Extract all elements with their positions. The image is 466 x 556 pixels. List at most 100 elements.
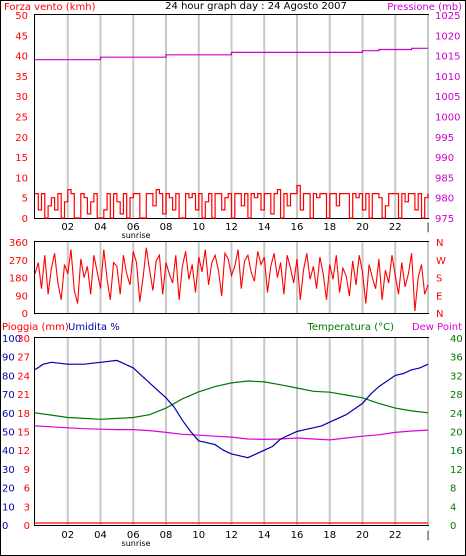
x-tick-label: 04: [94, 222, 107, 233]
x-tick-label: 16: [291, 222, 304, 233]
rain-y-tick: 15: [17, 428, 30, 439]
graph-title: 24 hour graph day : 24 Agosto 2007: [165, 1, 347, 12]
temperature-line: [34, 380, 429, 420]
humidity-y-tick: 100: [2, 334, 21, 345]
pressure-y-tick: 1000: [435, 113, 460, 124]
x-tick-label: |: [426, 530, 429, 541]
direction-y-tick: 0: [22, 309, 28, 320]
pressure-y-tick: 1005: [435, 92, 460, 103]
temperature-axis-title: Temperatura (°C): [306, 322, 394, 333]
x-tick-label: 14: [258, 222, 271, 233]
x-tick-label: 10: [192, 222, 205, 233]
x-tick-label: 20: [356, 222, 369, 233]
temperature-y-tick: 24: [450, 409, 463, 420]
pressure-y-tick: 1015: [435, 52, 460, 63]
wind-speed-line: [35, 184, 429, 219]
rain-y-tick: 21: [17, 390, 30, 401]
temperature-y-tick: 0: [450, 521, 456, 532]
temperature-y-tick: 40: [450, 334, 463, 345]
humidity-y-tick: 0: [2, 521, 8, 532]
rain-y-tick: 9: [24, 465, 30, 476]
pressure-y-tick: 1025: [435, 11, 460, 22]
pressure-y-tick: 985: [435, 173, 454, 184]
pressure-y-tick: 990: [435, 153, 454, 164]
humidity-y-tick: 80: [2, 371, 15, 382]
humidity-line: [34, 359, 429, 459]
temperature-y-tick: 16: [450, 446, 463, 457]
humidity-y-tick: 20: [2, 484, 15, 495]
rain-y-tick: 24: [17, 371, 30, 382]
rain-y-tick: 6: [24, 484, 30, 495]
x-tick-label: 06: [127, 530, 140, 541]
x-tick-label: 22: [389, 530, 402, 541]
wind-y-tick: 15: [15, 153, 28, 164]
humidity-y-tick: 60: [2, 409, 15, 420]
x-tick-label: 10: [192, 530, 205, 541]
x-tick-label: 02: [61, 222, 74, 233]
rain-y-tick: 3: [24, 502, 30, 513]
wind-y-tick: 25: [15, 113, 28, 124]
humidity-y-tick: 70: [2, 390, 15, 401]
temperature-y-tick: 28: [450, 390, 463, 401]
temperature-y-tick: 36: [450, 353, 463, 364]
rain-y-tick: 30: [17, 334, 30, 345]
direction-y-tick: 90: [15, 291, 28, 302]
x-tick-label: 08: [160, 222, 173, 233]
temperature-y-tick: 8: [450, 484, 456, 495]
humidity-y-tick: 40: [2, 446, 15, 457]
pressure-axis-title: Pressione (mb): [387, 2, 462, 13]
wind-y-tick: 45: [15, 31, 28, 42]
x-tick-label: 18: [323, 222, 336, 233]
dewpoint-line: [34, 425, 429, 441]
direction-y-tick: 360: [9, 238, 28, 249]
humidity-y-tick: 90: [2, 353, 15, 364]
humidity-y-tick: 50: [2, 428, 15, 439]
direction-y-tick: 270: [9, 256, 28, 267]
compass-tick: W: [436, 256, 446, 267]
wind-direction-line: [34, 247, 429, 312]
direction-y-tick: 180: [9, 274, 28, 285]
x-tick-label: 16: [291, 530, 304, 541]
x-tick-label: 04: [94, 530, 107, 541]
pressure-y-tick: 1020: [435, 31, 460, 42]
pressure-y-tick: 1010: [435, 72, 460, 83]
rain-axis-title: Pioggia (mm): [2, 322, 69, 333]
compass-tick: S: [436, 274, 442, 285]
pressure-y-tick: 980: [435, 194, 454, 205]
rain-y-tick: 18: [17, 409, 30, 420]
humidity-y-tick: 10: [2, 502, 15, 513]
sunrise-label-top: sunrise: [122, 231, 151, 240]
pressure-line: [35, 47, 428, 61]
compass-tick: E: [436, 291, 442, 302]
sunrise-label-bottom: sunrise: [122, 539, 151, 548]
rain-y-tick: 0: [24, 521, 30, 532]
wind-y-tick: 40: [15, 52, 28, 63]
wind-y-tick: 20: [15, 133, 28, 144]
wind-y-tick: 50: [15, 11, 28, 22]
pressure-y-tick: 975: [435, 214, 454, 225]
wind-y-tick: 35: [15, 72, 28, 83]
x-tick-label: 08: [160, 530, 173, 541]
rain-y-tick: 27: [17, 353, 30, 364]
temperature-y-tick: 32: [450, 371, 463, 382]
pressure-y-tick: 995: [435, 133, 454, 144]
x-tick-label: 12: [225, 222, 238, 233]
wind-y-tick: 30: [15, 92, 28, 103]
x-tick-label: 02: [61, 530, 74, 541]
x-tick-label: 20: [356, 530, 369, 541]
temperature-y-tick: 12: [450, 465, 463, 476]
x-tick-label: 18: [323, 530, 336, 541]
compass-tick: N: [436, 309, 443, 320]
temperature-y-tick: 4: [450, 502, 456, 513]
humidity-y-tick: 30: [2, 465, 15, 476]
humidity-axis-title: Umidita %: [68, 322, 120, 333]
compass-tick: N: [436, 238, 443, 249]
x-tick-label: 14: [258, 530, 271, 541]
wind-y-tick: 5: [22, 194, 28, 205]
wind-y-tick: 0: [22, 214, 28, 225]
